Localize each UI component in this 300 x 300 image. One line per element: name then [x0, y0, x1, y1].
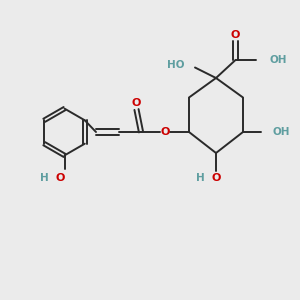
Text: H: H [40, 173, 49, 183]
Text: OH: OH [269, 55, 286, 65]
Text: O: O [211, 173, 221, 184]
Text: O: O [55, 173, 65, 183]
Text: O: O [231, 29, 240, 40]
Text: O: O [132, 98, 141, 108]
Text: HO: HO [167, 59, 184, 70]
Text: OH: OH [272, 127, 290, 137]
Text: H: H [196, 173, 205, 184]
Text: O: O [160, 127, 170, 137]
